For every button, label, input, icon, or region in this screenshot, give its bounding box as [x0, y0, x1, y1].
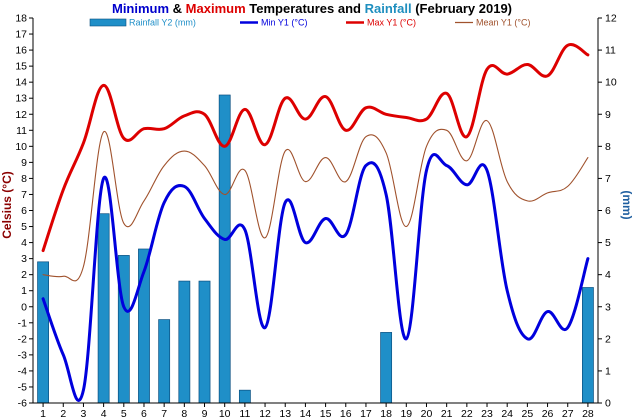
max-temperature-line: [41, 43, 590, 253]
title-part: Maximum: [186, 1, 246, 16]
x-tick-label: 16: [340, 408, 352, 420]
left-tick-label: 8: [21, 173, 27, 185]
rainfall-bar: [198, 280, 211, 404]
right-tick-label: 4: [605, 269, 611, 281]
left-tick-label: 3: [21, 253, 27, 265]
left-tick-label: -5: [18, 381, 27, 393]
x-tick-label: 10: [219, 408, 231, 420]
x-tick-label: 3: [81, 408, 87, 420]
left-tick-label: 1: [21, 285, 27, 297]
left-tick-label: 10: [15, 141, 27, 153]
rainfall-bar: [97, 213, 110, 404]
title-part: Rainfall: [365, 1, 412, 16]
x-tick-label: 9: [202, 408, 208, 420]
left-tick-label: -6: [18, 398, 27, 410]
x-tick-label: 19: [400, 408, 412, 420]
left-tick-label: 17: [15, 29, 27, 41]
left-tick-label: 16: [15, 45, 27, 57]
title-part: &: [169, 1, 186, 16]
title-part: (February 2019): [412, 1, 512, 16]
left-tick-label: 15: [15, 61, 27, 73]
legend-label: Rainfall Y2 (mm): [129, 18, 196, 28]
x-tick-label: 17: [360, 408, 372, 420]
mean-temperature-line: [42, 120, 589, 282]
rainfall-bar: [582, 287, 594, 404]
left-tick-label: 14: [15, 77, 27, 89]
right-tick-label: 12: [605, 13, 617, 25]
left-tick-label: 4: [21, 237, 27, 249]
x-tick-label: 20: [421, 408, 433, 420]
rainfall-bar: [37, 261, 49, 404]
x-tick-label: 5: [121, 408, 127, 420]
left-tick-label: 9: [21, 157, 27, 169]
x-tick-label: 14: [300, 408, 312, 420]
x-tick-label: 2: [60, 408, 66, 420]
right-tick-label: 1: [605, 365, 611, 377]
x-axis: 1 2 3 4 5 6 7 8 9 10 11 12 13 14 15 16 17 18 19 20 21 22 23 24 2…: [33, 402, 598, 420]
legend-label: Max Y1 (°C): [367, 18, 416, 28]
left-tick-label: 7: [21, 189, 27, 201]
right-tick-label: 10: [605, 77, 617, 89]
rainfall-bar: [158, 319, 171, 404]
right-tick-label: 6: [605, 205, 611, 217]
title-part: Minimum: [112, 1, 169, 16]
x-tick-label: 15: [320, 408, 332, 420]
right-tick-label: 9: [605, 109, 611, 121]
x-tick-label: 26: [542, 408, 554, 420]
x-tick-label: 18: [380, 408, 392, 420]
x-tick-label: 1: [40, 408, 46, 420]
left-tick-label: -3: [18, 349, 27, 361]
left-tick-label: 2: [21, 269, 27, 281]
right-tick-label: 3: [605, 301, 611, 313]
left-tick-label: -2: [18, 333, 27, 345]
left-tick-label: 11: [16, 125, 27, 137]
x-tick-label: 11: [239, 408, 250, 420]
x-tick-label: 6: [141, 408, 147, 420]
x-tick-label: 21: [441, 408, 453, 420]
left-tick-label: 6: [21, 205, 27, 217]
left-tick-label: -4: [18, 365, 27, 377]
rainfall-bar: [178, 280, 191, 404]
right-tick-label: 11: [605, 45, 616, 57]
y-axis-left-title: Celsius (°C): [0, 171, 14, 238]
plot-area: [37, 43, 594, 404]
right-tick-label: 0: [605, 398, 611, 410]
x-tick-label: 28: [582, 408, 594, 420]
legend-swatch: [89, 18, 127, 27]
left-tick-label: 13: [15, 93, 27, 105]
left-tick-label: 12: [15, 109, 27, 121]
min-temperature-line: [41, 153, 590, 402]
x-tick-label: 13: [279, 408, 291, 420]
right-tick-label: 5: [605, 237, 611, 249]
rainfall-bar: [380, 332, 393, 404]
x-tick-label: 23: [481, 408, 493, 420]
chart-title: Minimum & Maximum Temperatures and Rainf…: [112, 1, 512, 16]
x-tick-label: 27: [562, 408, 574, 420]
x-tick-label: 7: [161, 408, 167, 420]
x-tick-label: 22: [461, 408, 473, 420]
right-tick-label: 2: [605, 333, 611, 345]
x-tick-label: 4: [101, 408, 107, 420]
right-tick-label: 8: [605, 141, 611, 153]
rainfall-bar: [238, 389, 251, 404]
left-tick-label: 18: [15, 13, 27, 25]
y-axis-right-title: (mm): [620, 190, 634, 219]
left-tick-label: 0: [21, 301, 27, 313]
title-part: Temperatures and: [246, 1, 365, 16]
right-tick-label: 7: [605, 173, 611, 185]
left-tick-label: -1: [18, 317, 27, 329]
x-tick-label: 8: [181, 408, 187, 420]
legend-label: Min Y1 (°C): [261, 18, 307, 28]
x-tick-label: 24: [501, 408, 513, 420]
x-tick-label: 25: [522, 408, 534, 420]
chart-legend: Rainfall Y2 (mm) Min Y1 (°C) Max Y1 (°C) Me…: [89, 18, 530, 28]
x-tick-label: 12: [259, 408, 271, 420]
left-tick-label: 5: [21, 221, 27, 233]
legend-label: Mean Y1 (°C): [476, 18, 530, 28]
